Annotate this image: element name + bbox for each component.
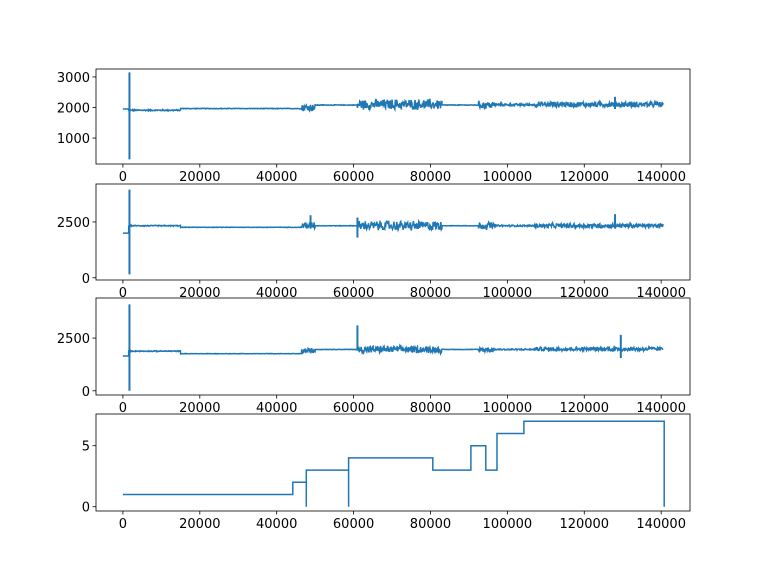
x-tick-label: 140000 — [636, 517, 686, 532]
y-tick-label: 3000 — [57, 71, 90, 86]
x-tick-label: 140000 — [636, 401, 686, 416]
x-tick-label: 20000 — [179, 517, 220, 532]
axes-frame — [95, 413, 691, 512]
x-tick-label: 120000 — [559, 517, 609, 532]
x-tick-label: 60000 — [333, 517, 374, 532]
x-tick-label: 100000 — [483, 517, 533, 532]
series-line — [122, 420, 665, 507]
subplot-4: 0 20000 40000 60000 80000 100000 120000 140000 0… — [82, 413, 691, 532]
x-tick-label: 80000 — [410, 517, 451, 532]
x-tick-label: 60000 — [333, 170, 374, 185]
x-tick-label: 80000 — [410, 401, 451, 416]
x-tick-label: 20000 — [179, 401, 220, 416]
x-tick-label: 120000 — [559, 286, 609, 301]
axes-background — [96, 69, 690, 164]
x-tick-label: 120000 — [559, 170, 609, 185]
x-tick-label: 140000 — [636, 170, 686, 185]
y-tick-label: 1000 — [57, 132, 90, 147]
axes-frame — [95, 68, 691, 165]
y-tick-label: 2500 — [57, 332, 90, 347]
axes-frame — [95, 183, 691, 281]
y-tick-label: 2500 — [57, 216, 90, 231]
x-tick-label: 40000 — [256, 517, 297, 532]
y-tick-label: 2000 — [57, 101, 90, 116]
x-tick-label: 100000 — [483, 286, 533, 301]
x-tick-label: 20000 — [179, 170, 220, 185]
x-tick-label: 40000 — [256, 401, 297, 416]
axes-background — [96, 414, 690, 511]
x-tick-label: 40000 — [256, 286, 297, 301]
x-tick-label: 100000 — [483, 170, 533, 185]
x-tick-label: 100000 — [483, 401, 533, 416]
x-tick-label: 40000 — [256, 170, 297, 185]
x-tick-label: 80000 — [410, 286, 451, 301]
subplot-3: 0 20000 40000 60000 80000 100000 120000 140000 0… — [57, 297, 691, 416]
x-tick-label: 60000 — [333, 401, 374, 416]
y-tick-label: 0 — [82, 501, 90, 516]
series-line — [122, 98, 664, 113]
axes-frame — [95, 297, 691, 396]
x-tick-label: 140000 — [636, 286, 686, 301]
x-tick-label: 0 — [119, 517, 127, 532]
axes-background — [96, 184, 690, 280]
y-tick-label: 5 — [82, 440, 90, 455]
x-tick-label: 20000 — [179, 286, 220, 301]
x-tick-label: 0 — [119, 401, 127, 416]
y-tick-label: 0 — [82, 385, 90, 400]
x-tick-label: 120000 — [559, 401, 609, 416]
x-tick-label: 80000 — [410, 170, 451, 185]
series-line — [122, 343, 664, 357]
x-tick-label: 0 — [119, 286, 127, 301]
series-line — [122, 218, 664, 234]
subplot-1: 0 20000 40000 60000 80000 100000 120000 140000 1… — [57, 68, 691, 185]
x-tick-label: 60000 — [333, 286, 374, 301]
subplot-2: 0 20000 40000 60000 80000 100000 120000 140000 0… — [57, 183, 691, 301]
y-tick-label: 0 — [82, 272, 90, 287]
axes-background — [96, 298, 690, 395]
x-tick-label: 0 — [119, 170, 127, 185]
